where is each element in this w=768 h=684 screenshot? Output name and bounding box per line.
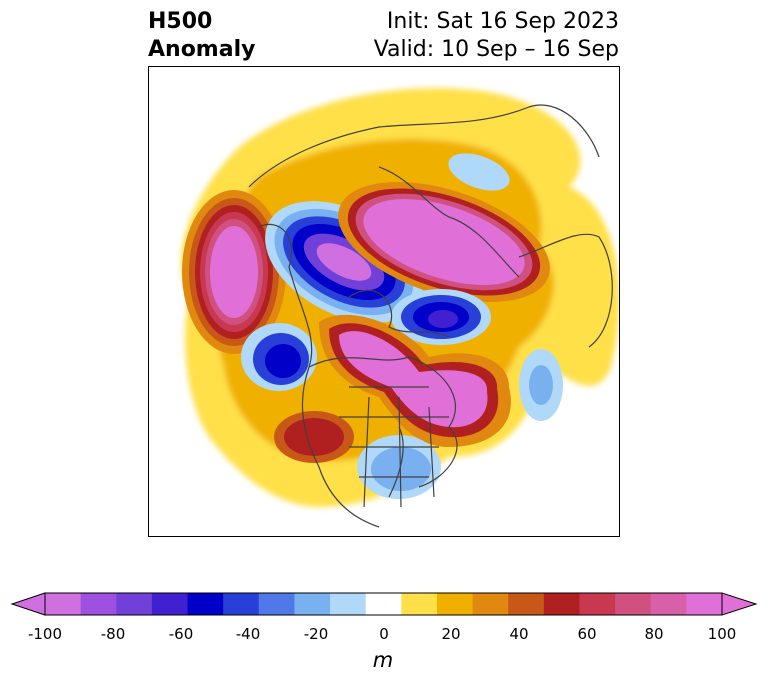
title-left: H500 Anomaly: [148, 8, 255, 64]
colorbar-bin: [686, 593, 723, 615]
arctic-trough: [448, 153, 510, 191]
colorbar-bin: [80, 593, 117, 615]
cb-tick-80: 80: [644, 625, 664, 643]
cb-tick--100: -100: [27, 625, 63, 643]
cb-tick--40: -40: [235, 625, 261, 643]
cb-tick--20: -20: [303, 625, 329, 643]
colorbar-bin: [116, 593, 153, 615]
eastern-us-trough: [357, 435, 441, 499]
colorbar-bin: [294, 593, 331, 615]
greenland-ridge: [338, 181, 550, 303]
colorbar-bin: [187, 593, 224, 615]
colorbar-outline: [44, 592, 723, 616]
cb-tick-0: 0: [379, 625, 389, 643]
colorbar-bin: [365, 593, 402, 615]
title-line1: H500: [148, 9, 213, 34]
init-text: Init: Sat 16 Sep 2023: [386, 9, 619, 34]
colorbar-extend-min: [10, 592, 46, 616]
colorbar-bin: [258, 593, 295, 615]
colorbar-bin: [579, 593, 616, 615]
colorbar-bin: [650, 593, 687, 615]
colorbar-bin: [330, 593, 367, 615]
gulf-of-alaska-trough: [241, 323, 317, 391]
colorbar-bin: [223, 593, 260, 615]
colorbar-bin: [615, 593, 652, 615]
colorbar-extend-max: [721, 592, 758, 616]
colorbar: [10, 592, 758, 616]
colorbar-bin: [436, 593, 474, 615]
cb-tick-20: 20: [441, 625, 461, 643]
cb-tick-100: 100: [707, 625, 737, 643]
colorbar-bin: [543, 593, 580, 615]
colorbar-bin: [45, 593, 82, 615]
colorbar-unit: m: [372, 648, 394, 672]
valid-text: Valid: 10 Sep – 16 Sep: [373, 37, 619, 62]
cb-tick--60: -60: [168, 625, 194, 643]
colorbar-bin: [472, 593, 509, 615]
colorbar-bin: [151, 593, 189, 615]
pacific-ridge: [182, 190, 286, 354]
cb-tick--80: -80: [100, 625, 126, 643]
title-right: Init: Sat 16 Sep 2023 Valid: 10 Sep – 16…: [374, 8, 619, 64]
cb-tick-40: 40: [509, 625, 529, 643]
western-us-ridge: [274, 411, 354, 463]
anomaly-map: [148, 66, 620, 537]
atlantic-trough: [519, 349, 563, 421]
colorbar-bin: [401, 593, 438, 615]
baffin-trough: [391, 289, 491, 345]
coastlines: [248, 104, 613, 528]
colorbar-bin: [508, 593, 545, 615]
title-line2: Anomaly: [148, 37, 256, 62]
cb-tick-60: 60: [577, 625, 597, 643]
map-canvas: [181, 88, 619, 528]
